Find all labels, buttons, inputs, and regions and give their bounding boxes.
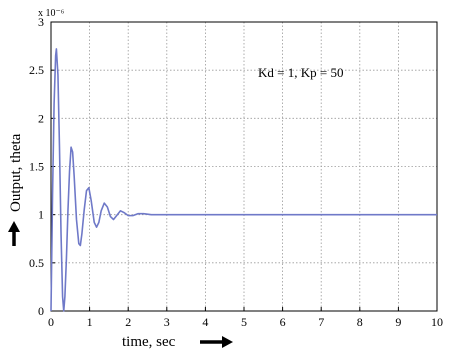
- y-axis-exponent: x 10⁻⁶: [38, 8, 65, 19]
- y-axis-label-group: Output, theta: [8, 133, 24, 246]
- x-tick-label: 6: [280, 315, 286, 329]
- x-tick-label: 9: [395, 315, 401, 329]
- y-tick-label: 2: [38, 111, 44, 125]
- y-tick-label: 2.5: [29, 63, 44, 77]
- x-tick-label: 2: [125, 315, 131, 329]
- x-tick-label: 0: [48, 315, 54, 329]
- y-axis-label: Output, theta: [8, 133, 24, 212]
- series-line: [50, 48, 437, 312]
- x-axis-label: time, sec: [122, 334, 176, 350]
- y-arrow-icon: [8, 221, 20, 246]
- y-tick-label: 3: [38, 15, 44, 29]
- y-tick-label: 1.5: [29, 160, 44, 174]
- y-tick-label: 0: [38, 304, 44, 318]
- x-tick-label: 10: [431, 315, 443, 329]
- grid: [51, 22, 437, 311]
- y-tick-label: 0.5: [29, 256, 44, 270]
- x-tick-label: 5: [241, 315, 247, 329]
- y-tick-label: 1: [38, 208, 44, 222]
- chart-annotation: Kd = 1, Kp = 50: [258, 65, 343, 80]
- x-arrow-icon: [200, 336, 233, 348]
- x-axis: 0 1 2 3 4 5 6 7 8 9 10: [48, 307, 443, 329]
- x-tick-label: 4: [202, 315, 208, 329]
- x-tick-label: 1: [87, 315, 93, 329]
- x-tick-label: 7: [318, 315, 324, 329]
- series-layer: [50, 48, 437, 312]
- x-tick-label: 3: [164, 315, 170, 329]
- x-axis-label-group: time, sec: [122, 334, 233, 350]
- x-tick-label: 8: [357, 315, 363, 329]
